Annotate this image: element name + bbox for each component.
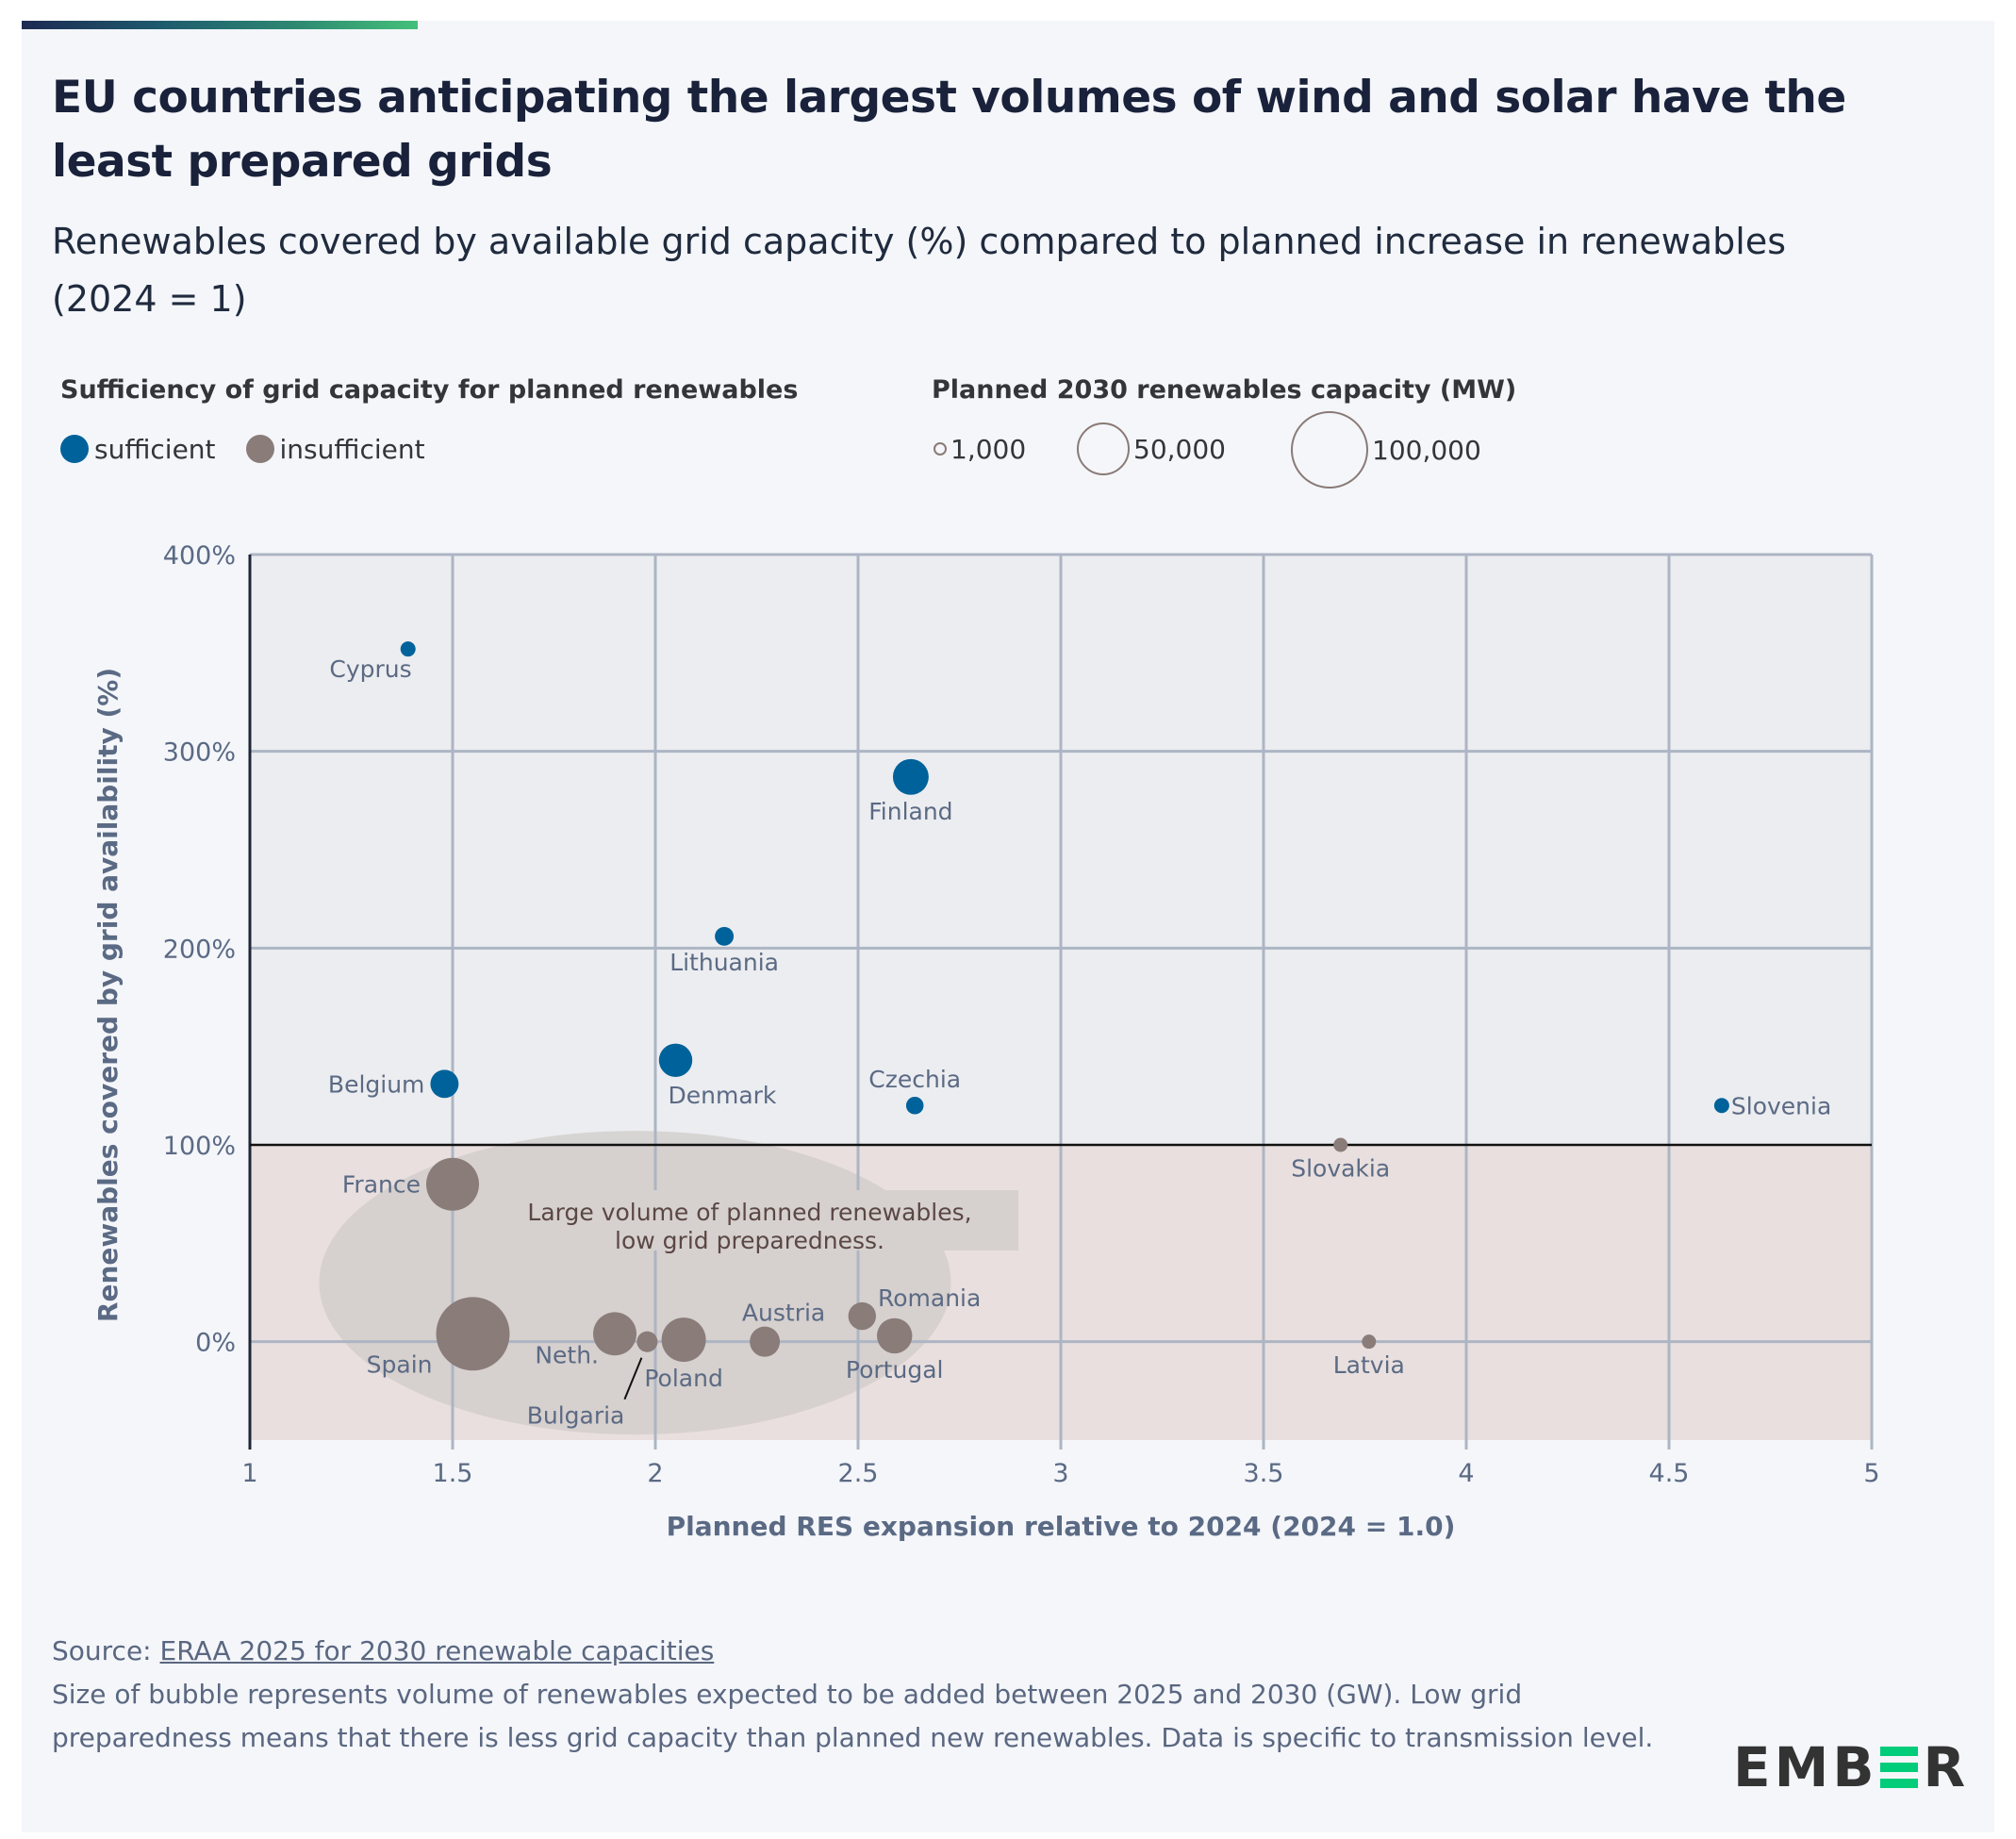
bubble-cyprus	[400, 641, 416, 657]
bubble-slovakia	[1333, 1137, 1348, 1152]
annotation-text-line: Large volume of planned renewables,	[527, 1199, 971, 1226]
x-tick-label: 1.5	[433, 1459, 473, 1488]
size-circle-small-icon	[934, 442, 947, 456]
logo-text-right: R	[1923, 1735, 1970, 1799]
bubble-france	[426, 1157, 479, 1211]
size-legend-label-medium: 50,000	[1133, 433, 1226, 465]
label-leader-line	[623, 1357, 643, 1400]
size-circle-medium-icon	[1077, 422, 1130, 475]
label-lithuania: Lithuania	[669, 949, 779, 976]
label-bulgaria: Bulgaria	[527, 1402, 625, 1430]
size-legend-item-medium: 50,000	[1077, 422, 1226, 475]
label-spain: Spain	[367, 1350, 433, 1378]
label-belgium: Belgium	[328, 1070, 425, 1098]
label-finland: Finland	[868, 798, 952, 825]
bubble-romania	[848, 1301, 876, 1331]
ember-logo: EMB R	[1733, 1735, 1969, 1799]
brand-accent-bar	[22, 21, 418, 29]
footer-note: Size of bubble represents volume of rene…	[52, 1679, 1654, 1753]
label-austria: Austria	[742, 1300, 825, 1327]
label-slovakia: Slovakia	[1291, 1154, 1390, 1182]
y-tick-label: 200%	[163, 935, 236, 964]
bubble-portugal	[876, 1317, 913, 1354]
y-axis-title: Renewables covered by grid availability …	[92, 668, 124, 1322]
label-slovenia: Slovenia	[1731, 1092, 1831, 1119]
label-denmark: Denmark	[669, 1082, 777, 1109]
annotation-text-line: low grid preparedness.	[615, 1227, 884, 1254]
size-legend-item-large: 100,000	[1291, 411, 1481, 489]
chart-title: EU countries anticipating the largest vo…	[52, 72, 1846, 188]
bubble-chart: 1 1.5 2 2.5 3 3.5 4 4.5 5 0% 100% 200% 300% 400% Larg…	[92, 541, 1880, 1542]
y-tick-label: 100%	[163, 1132, 236, 1161]
bubble-slovenia	[1713, 1098, 1729, 1114]
label-czechia: Czechia	[868, 1066, 961, 1093]
label-poland: Poland	[644, 1365, 722, 1392]
color-legend-title: Sufficiency of grid capacity for planned…	[60, 375, 799, 405]
insufficient-swatch-icon	[245, 435, 274, 463]
size-legend-label-large: 100,000	[1372, 434, 1481, 466]
bubble-denmark	[658, 1043, 693, 1077]
label-neth: Neth.	[535, 1341, 599, 1368]
bubble-poland	[661, 1317, 706, 1363]
legend-label-sufficient: sufficient	[94, 433, 216, 465]
x-axis-title: Planned RES expansion relative to 2024 (…	[667, 1511, 1456, 1542]
logo-e-bars-icon	[1879, 1747, 1918, 1788]
x-tick-label: 4.5	[1649, 1459, 1690, 1488]
label-romania: Romania	[878, 1284, 981, 1312]
label-france: France	[342, 1171, 421, 1199]
label-cyprus: Cyprus	[329, 655, 411, 683]
footer-notes: Source: ERAA 2025 for 2030 renewable cap…	[52, 1630, 1655, 1760]
color-legend: sufficient insufficient	[60, 430, 425, 468]
y-tick-label: 400%	[163, 541, 236, 571]
x-tick-label: 3	[1052, 1459, 1068, 1488]
label-latvia: Latvia	[1333, 1351, 1405, 1379]
bubble-bulgaria	[636, 1331, 658, 1352]
source-prefix: Source:	[52, 1635, 160, 1666]
x-tick-label: 1	[241, 1459, 257, 1488]
source-link[interactable]: ERAA 2025 for 2030 renewable capacities	[159, 1635, 715, 1666]
x-tick-label: 4	[1458, 1459, 1474, 1488]
y-tick-label: 300%	[163, 738, 236, 768]
x-tick-label: 2.5	[838, 1459, 879, 1488]
bubble-spain	[436, 1297, 510, 1371]
size-legend-item-small: 1,000	[934, 432, 1026, 466]
x-tick-label: 3.5	[1244, 1459, 1284, 1488]
bubble-lithuania	[715, 926, 735, 946]
bubble-neth	[593, 1312, 636, 1356]
size-legend-title: Planned 2030 renewables capacity (MW)	[932, 375, 1517, 405]
label-portugal: Portugal	[846, 1356, 944, 1383]
bubble-belgium	[430, 1069, 459, 1099]
legend-label-insufficient: insufficient	[279, 433, 425, 465]
size-circle-large-icon	[1291, 411, 1368, 489]
bubble-latvia	[1362, 1334, 1377, 1350]
logo-text-left: EMB	[1733, 1735, 1878, 1799]
x-tick-label: 2	[647, 1459, 663, 1488]
bubble-finland	[892, 758, 929, 795]
bubble-czechia	[905, 1096, 924, 1115]
bubble-austria	[750, 1326, 781, 1357]
size-legend-label-small: 1,000	[950, 433, 1027, 465]
y-tick-label: 0%	[195, 1329, 236, 1358]
sufficient-swatch-icon	[60, 435, 89, 463]
chart-subtitle: Renewables covered by available grid cap…	[52, 221, 1787, 320]
x-tick-label: 5	[1863, 1459, 1879, 1488]
annotation-text-backdrop	[481, 1190, 1018, 1251]
